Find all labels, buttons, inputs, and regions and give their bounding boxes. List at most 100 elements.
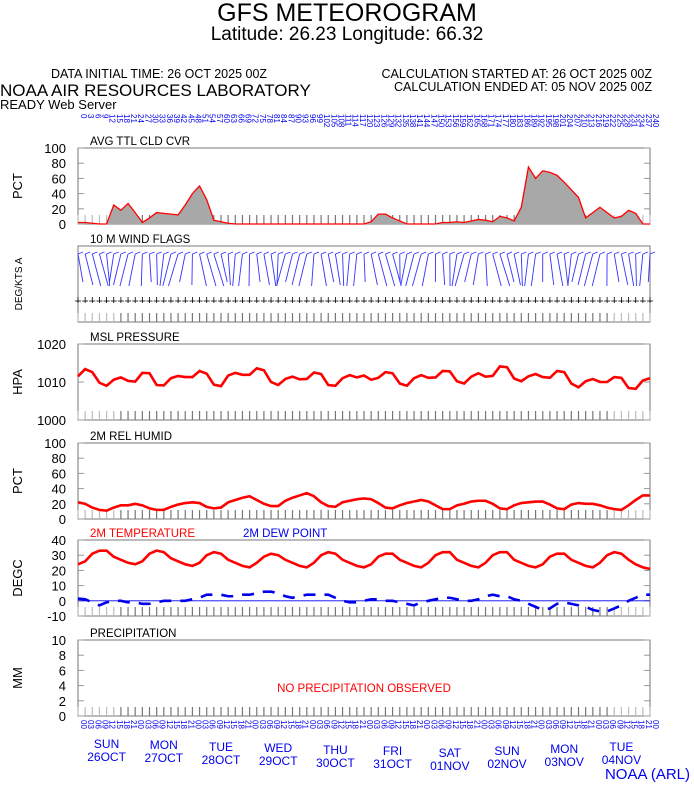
wind-barb-flag <box>263 251 270 255</box>
wind-barb <box>77 253 84 283</box>
wind-barb-flag <box>120 251 127 255</box>
top-axis-hour-label: 45 <box>186 114 195 123</box>
wind-barb <box>530 253 537 287</box>
wind-barb <box>647 253 651 283</box>
wind-barb <box>263 253 270 286</box>
wind-barb <box>276 253 286 287</box>
top-axis-hour-label: 156 <box>451 114 460 128</box>
bottom-axis-hour-label: 18 <box>236 720 245 729</box>
wind-barb <box>179 253 186 283</box>
wind-barb <box>119 253 129 287</box>
wind-barb-flag <box>235 251 241 255</box>
bottom-axis-hour-label: 12 <box>508 720 517 729</box>
bottom-axis-hour-label: 21 <box>644 720 653 729</box>
day-date: 29OCT <box>259 754 298 768</box>
wind-barb <box>220 253 228 283</box>
bottom-axis-hour-label: 03 <box>143 720 152 729</box>
top-axis-hour-label: 6 <box>93 114 102 119</box>
wind-barb-flag <box>113 251 119 255</box>
wind-barb <box>199 253 207 287</box>
bottom-axis-hour-label: 09 <box>272 720 281 729</box>
top-axis-hour-label: 105 <box>329 114 338 128</box>
panel-title: 2M REL HUMID <box>90 431 172 443</box>
wind-barb-flag <box>392 251 398 255</box>
wind-barb <box>464 253 472 283</box>
wind-barb-flag <box>278 251 284 255</box>
bottom-axis-hour-label: 03 <box>86 720 95 729</box>
wind-barb-flag <box>578 251 584 255</box>
panel-title: PRECIPITATION <box>90 628 176 640</box>
wind-barb-flag <box>621 251 627 255</box>
wind-barb-flag <box>242 251 248 255</box>
wind-barb <box>567 253 572 287</box>
wind-barb-flag <box>313 251 320 255</box>
day-date: 02NOV <box>487 757 526 771</box>
panel-title: AVG TTL CLD CVR <box>90 136 190 148</box>
wind-barb <box>256 253 261 283</box>
top-axis-hour-label: 201 <box>558 114 567 128</box>
bottom-axis-hour-label: 15 <box>572 720 581 729</box>
no-precip-annotation: NO PRECIPITATION OBSERVED <box>277 683 451 695</box>
day-date: 28OCT <box>202 753 241 767</box>
bottom-axis-hour-label: 15 <box>515 720 524 729</box>
wind-barb-flag <box>356 251 363 255</box>
bottom-axis-hour-label: 12 <box>108 720 117 729</box>
wind-barb-flag <box>285 251 291 255</box>
wind-barb-flag <box>513 251 520 255</box>
panel-title-2: 2M DEW POINT <box>243 528 327 540</box>
lab-name: NOAA AIR RESOURCES LABORATORY <box>0 81 311 100</box>
calc-ended: CALCULATION ENDED AT: 05 NOV 2025 00Z <box>394 80 652 94</box>
wind-barb-flag <box>306 251 312 255</box>
y-axis-label: PCT <box>10 468 25 494</box>
wind-barb <box>276 253 279 287</box>
top-axis-hour-label: 192 <box>537 114 546 128</box>
bottom-axis-hour-label: 15 <box>401 720 410 729</box>
wind-barb <box>571 253 579 283</box>
bottom-axis-hour-label: 18 <box>294 720 303 729</box>
top-axis-hour-label: 177 <box>501 114 510 128</box>
page-title: GFS METEOROGRAM <box>217 0 477 27</box>
wind-barb-flag <box>92 251 98 255</box>
wind-barb <box>412 253 422 287</box>
bottom-axis-hour-label: 15 <box>630 720 639 729</box>
top-axis-hour-label: 96 <box>308 114 317 123</box>
bottom-axis-hour-label: 21 <box>587 720 596 729</box>
wind-barb-flag <box>564 251 570 255</box>
day-of-week: MON <box>550 742 578 756</box>
y-tick-label: 40 <box>52 533 66 548</box>
bottom-axis-hour-label: 03 <box>315 720 324 729</box>
y-tick-label: 100 <box>44 436 66 451</box>
wind-barb-flag <box>170 251 177 255</box>
bottom-axis-hour-label: 09 <box>615 720 624 729</box>
wind-barb <box>334 253 341 286</box>
panel-2: 10 M WIND FLAGS DEG/KTS A <box>14 234 656 323</box>
bottom-axis-hour-label: 15 <box>172 720 181 729</box>
top-axis-hour-label: 93 <box>301 114 310 123</box>
wind-barb-flag <box>535 251 541 255</box>
bottom-axis-hour-label: 15 <box>344 720 353 729</box>
y-axis-label: DEGC <box>10 559 25 597</box>
wind-barb <box>556 253 564 287</box>
wind-barb-flag <box>506 251 513 255</box>
day-of-week: MON <box>150 738 178 752</box>
bottom-axis-hour-label: 21 <box>243 720 252 729</box>
bottom-axis-hour-label: 00 <box>136 720 145 729</box>
wind-barb <box>99 253 109 287</box>
wind-barb-flag <box>149 251 155 255</box>
wind-barb <box>563 253 569 287</box>
bottom-axis-hour-label: 18 <box>465 720 474 729</box>
wind-barb <box>248 253 251 287</box>
wind-barb <box>513 253 521 286</box>
wind-barb-flag <box>442 251 448 255</box>
y-axis-label: MM <box>10 667 25 689</box>
bottom-axis-hour-label: 00 <box>193 720 202 729</box>
top-axis-hour-label: 99 <box>315 114 324 123</box>
wind-barb-flag <box>335 251 341 255</box>
bottom-axis-hour-label: 21 <box>415 720 424 729</box>
wind-barb-flag <box>77 251 84 255</box>
bottom-axis-hour-label: 00 <box>651 720 660 729</box>
top-axis-hour-label: 147 <box>429 114 438 128</box>
top-axis-hour-label: 120 <box>365 114 374 128</box>
